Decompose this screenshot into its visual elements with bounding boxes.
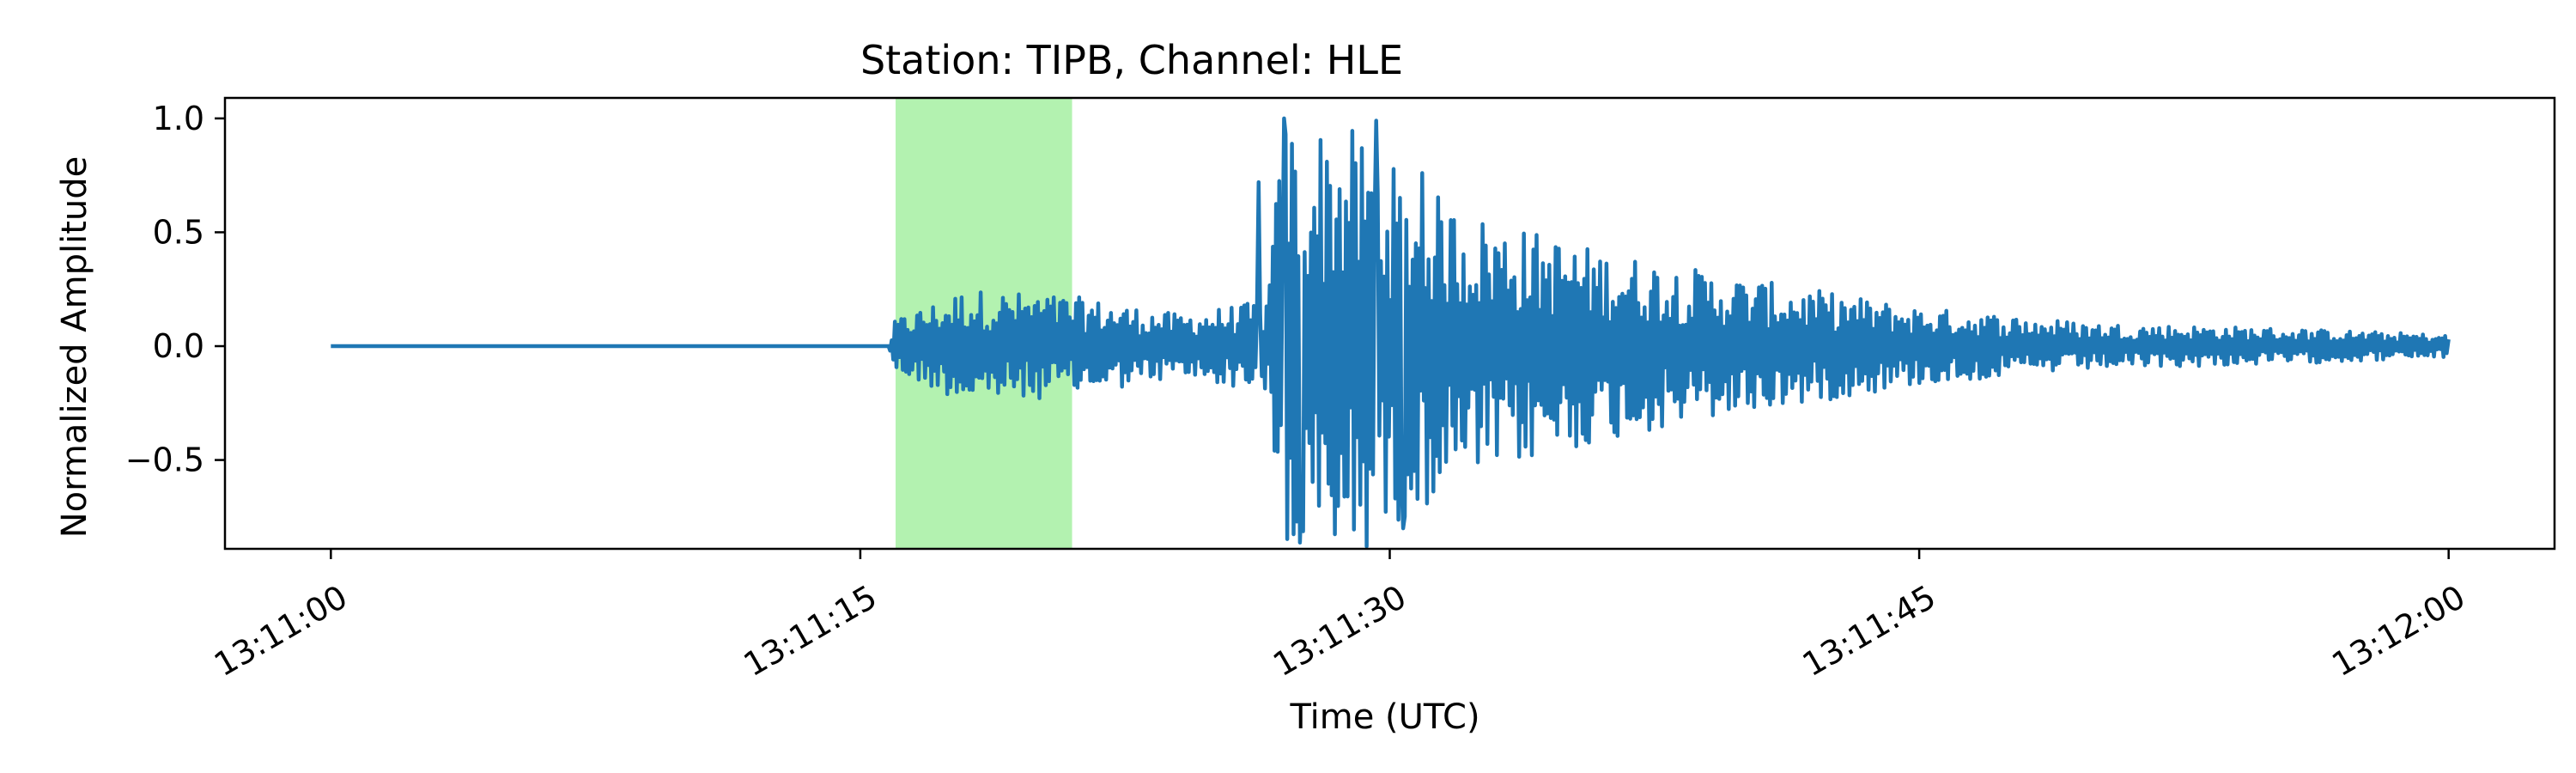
x-tick-label: 13:11:30 bbox=[1267, 578, 1413, 684]
chart-title: Station: TIPB, Channel: HLE bbox=[860, 37, 1403, 83]
plot-area: 1.0 0.5 0.0 −0.5 13:11:00 13:11:15 13:11:30 13:… bbox=[125, 96, 2556, 684]
y-tick-label: 0.0 bbox=[153, 327, 204, 365]
y-axis-label: Normalized Amplitude bbox=[55, 156, 94, 539]
x-tick-label: 13:11:45 bbox=[1796, 578, 1942, 684]
x-tick-label: 13:11:15 bbox=[738, 578, 884, 684]
y-tick-label: 1.0 bbox=[153, 100, 204, 137]
waveform-line bbox=[331, 116, 2451, 549]
x-tick-label: 13:11:00 bbox=[208, 578, 354, 684]
x-axis-label: Time (UTC) bbox=[1289, 697, 1479, 737]
x-tick-label: 13:12:00 bbox=[2325, 578, 2471, 684]
y-tick-label: 0.5 bbox=[153, 213, 204, 251]
y-tick-label: −0.5 bbox=[125, 441, 204, 479]
